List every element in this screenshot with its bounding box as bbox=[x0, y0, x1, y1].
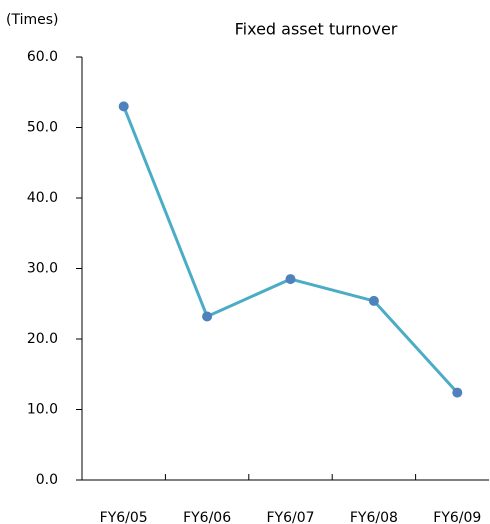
data-point bbox=[202, 311, 213, 322]
y-tick-label: 50.0 bbox=[27, 120, 58, 136]
y-tick-label: 60.0 bbox=[27, 49, 58, 65]
x-tick-label: FY6/08 bbox=[350, 510, 398, 524]
chart-title: Fixed asset turnover bbox=[235, 20, 398, 39]
data-point bbox=[118, 101, 129, 112]
y-tick-label: 40.0 bbox=[27, 190, 58, 206]
data-point bbox=[368, 295, 379, 306]
data-point bbox=[285, 274, 296, 285]
y-tick-label: 30.0 bbox=[27, 261, 58, 277]
x-tick-label: FY6/07 bbox=[266, 510, 314, 524]
y-tick-label: 10.0 bbox=[27, 402, 58, 418]
x-tick-label: FY6/06 bbox=[183, 510, 231, 524]
y-tick-label: 0.0 bbox=[36, 472, 58, 488]
series-line bbox=[122, 105, 459, 394]
data-point bbox=[452, 387, 463, 398]
x-tick-label: FY6/09 bbox=[433, 510, 481, 524]
y-axis-label: (Times) bbox=[6, 12, 58, 28]
x-tick-label: FY6/05 bbox=[100, 510, 148, 524]
y-tick-label: 20.0 bbox=[27, 331, 58, 347]
